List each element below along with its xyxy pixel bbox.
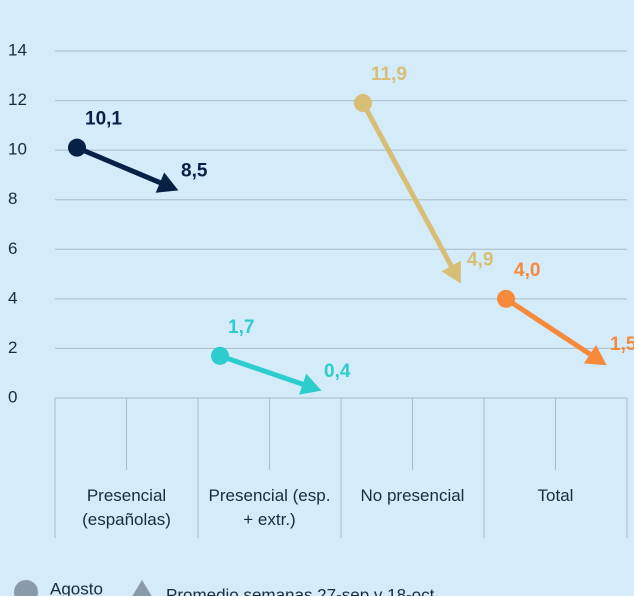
legend-label: Agosto — [50, 579, 103, 596]
data-label: 10,1 — [85, 109, 122, 130]
data-label: 8,5 — [181, 160, 208, 181]
y-tick-label: 14 — [8, 40, 27, 59]
connector — [76, 145, 167, 188]
x-tick-label: Presencial (españolas) — [82, 486, 171, 529]
agosto-marker — [211, 346, 229, 365]
connector — [360, 101, 457, 273]
y-tick-label: 2 — [8, 338, 17, 357]
promedio-marker — [441, 260, 461, 284]
y-tick-label: 0 — [8, 387, 17, 406]
promedio-marker — [583, 345, 607, 366]
agosto-marker — [354, 94, 372, 113]
data-label: 11,9 — [371, 64, 407, 85]
x-tick-label: Total — [537, 486, 574, 505]
legend-label: Promedio semanas 27-sep y 18-oct — [166, 585, 435, 596]
data-label: 4,9 — [467, 250, 493, 271]
x-tick-label: Presencial (esp. + extr.) — [208, 486, 331, 529]
legend-marker — [132, 580, 152, 596]
promedio-marker — [155, 172, 179, 193]
y-tick-label: 8 — [8, 189, 17, 208]
data-label: 1,5 — [610, 334, 634, 355]
data-label: 0,4 — [324, 361, 351, 382]
legend-marker — [14, 580, 38, 596]
connector — [219, 353, 310, 389]
y-tick-label: 6 — [8, 239, 17, 258]
data-label: 1,7 — [228, 317, 254, 338]
promedio-marker — [299, 373, 322, 395]
connector — [504, 296, 597, 360]
x-tick-label: No presencial — [360, 486, 465, 505]
y-tick-label: 10 — [8, 140, 27, 159]
data-label: 4,0 — [514, 260, 540, 281]
agosto-marker — [497, 289, 515, 308]
y-tick-label: 4 — [8, 288, 17, 307]
agosto-marker — [68, 138, 86, 157]
y-tick-label: 12 — [8, 90, 27, 109]
